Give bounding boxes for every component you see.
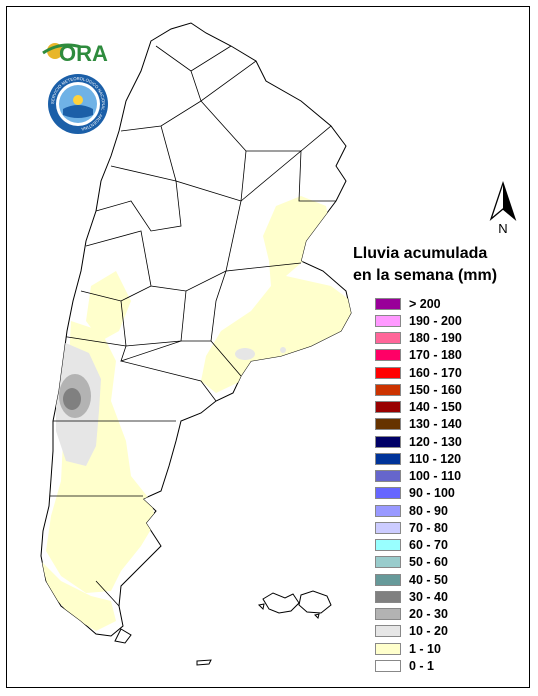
legend-swatch bbox=[375, 642, 401, 655]
legend-label: 100 - 110 bbox=[409, 469, 462, 484]
legend-item: 1 - 10 bbox=[375, 640, 462, 657]
legend-swatch bbox=[375, 435, 401, 448]
legend-swatch bbox=[375, 573, 401, 586]
legend-title-line2: en la semana (mm) bbox=[353, 267, 498, 284]
legend-label: > 200 bbox=[409, 296, 441, 311]
legend-item: 180 - 190 bbox=[375, 330, 462, 347]
legend-swatch bbox=[375, 314, 401, 327]
legend-swatch bbox=[375, 418, 401, 431]
legend-swatch bbox=[375, 366, 401, 379]
north-arrow-shade bbox=[503, 183, 515, 219]
legend-item: 160 - 170 bbox=[375, 364, 462, 381]
legend-label: 0 - 1 bbox=[409, 658, 435, 673]
legend-swatch bbox=[375, 383, 401, 396]
legend-item: 120 - 130 bbox=[375, 433, 462, 450]
rain-zone-1-10-center-north bbox=[86, 271, 131, 341]
legend-item: 130 - 140 bbox=[375, 416, 462, 433]
legend-label: 50 - 60 bbox=[409, 555, 448, 570]
rain-zone-10-20-small-spot bbox=[280, 347, 286, 353]
rain-zone-30-40-andes bbox=[63, 388, 81, 410]
legend-swatch bbox=[375, 659, 401, 672]
legend-item: 50 - 60 bbox=[375, 554, 462, 571]
legend-swatch bbox=[375, 470, 401, 483]
legend-swatch bbox=[375, 504, 401, 517]
legend-swatch bbox=[375, 608, 401, 621]
legend-item: 30 - 40 bbox=[375, 588, 462, 605]
legend-item: > 200 bbox=[375, 295, 462, 312]
legend-label: 120 - 130 bbox=[409, 434, 462, 449]
legend-label: 150 - 160 bbox=[409, 382, 462, 397]
legend-label: 80 - 90 bbox=[409, 503, 448, 518]
legend-label: 1 - 10 bbox=[409, 641, 441, 656]
north-arrow: N bbox=[485, 179, 521, 236]
legend-title-line1: Lluvia acumulada bbox=[353, 245, 488, 262]
legend-item: 40 - 50 bbox=[375, 571, 462, 588]
legend-label: 180 - 190 bbox=[409, 331, 462, 346]
legend-item: 70 - 80 bbox=[375, 519, 462, 536]
legend-item: 110 - 120 bbox=[375, 450, 462, 467]
legend: > 200 190 - 200 180 - 190 170 - 180 160 - 17… bbox=[375, 295, 462, 675]
legend-item: 60 - 70 bbox=[375, 537, 462, 554]
legend-label: 10 - 20 bbox=[409, 624, 448, 639]
legend-title: Lluvia acumulada en la semana (mm) bbox=[353, 243, 497, 287]
legend-item: 10 - 20 bbox=[375, 623, 462, 640]
legend-label: 170 - 180 bbox=[409, 348, 462, 363]
rainfall-map bbox=[40, 22, 352, 666]
legend-item: 90 - 100 bbox=[375, 485, 462, 502]
tierra-del-fuego bbox=[114, 628, 132, 644]
legend-label: 40 - 50 bbox=[409, 572, 448, 587]
legend-swatch bbox=[375, 349, 401, 362]
north-arrow-label: N bbox=[498, 221, 507, 235]
legend-label: 140 - 150 bbox=[409, 400, 462, 415]
legend-item: 190 - 200 bbox=[375, 312, 462, 329]
legend-label: 20 - 30 bbox=[409, 607, 448, 622]
province-borders bbox=[49, 45, 336, 607]
smn-seal-graphic: SERVICIO METEOROLOGICO NACIONAL · ARGENT… bbox=[48, 74, 108, 134]
map-frame: ORA SERVICIO METEOROLOGICO NACIONAL · AR… bbox=[6, 6, 530, 688]
legend-label: 110 - 120 bbox=[409, 451, 462, 466]
legend-label: 130 - 140 bbox=[409, 417, 462, 432]
legend-label: 70 - 80 bbox=[409, 520, 448, 535]
legend-item: 80 - 90 bbox=[375, 502, 462, 519]
malvinas-islands bbox=[257, 590, 332, 619]
legend-swatch bbox=[375, 556, 401, 569]
legend-swatch bbox=[375, 521, 401, 534]
ora-logo-text: ORA bbox=[59, 41, 108, 65]
legend-item: 100 - 110 bbox=[375, 468, 462, 485]
legend-item: 20 - 30 bbox=[375, 606, 462, 623]
legend-swatch bbox=[375, 297, 401, 310]
legend-item: 140 - 150 bbox=[375, 399, 462, 416]
legend-label: 60 - 70 bbox=[409, 538, 448, 553]
legend-label: 90 - 100 bbox=[409, 486, 455, 501]
legend-item: 0 - 1 bbox=[375, 657, 462, 674]
legend-swatch bbox=[375, 452, 401, 465]
rain-zone-10-20-east-spot bbox=[235, 348, 255, 360]
ora-logo: ORA bbox=[41, 37, 111, 66]
legend-item: 170 - 180 bbox=[375, 347, 462, 364]
smn-seal: SERVICIO METEOROLOGICO NACIONAL · ARGENT… bbox=[47, 73, 109, 135]
legend-item: 150 - 160 bbox=[375, 381, 462, 398]
legend-swatch bbox=[375, 487, 401, 500]
sun-arc-logo: ORA bbox=[42, 41, 108, 66]
legend-swatch bbox=[375, 590, 401, 603]
legend-swatch bbox=[375, 332, 401, 345]
rain-zone-1-10-south bbox=[41, 561, 116, 631]
legend-swatch bbox=[375, 625, 401, 638]
isla-de-los-estados bbox=[196, 659, 212, 666]
legend-label: 190 - 200 bbox=[409, 313, 462, 328]
legend-label: 160 - 170 bbox=[409, 365, 462, 380]
legend-label: 30 - 40 bbox=[409, 589, 448, 604]
legend-swatch bbox=[375, 401, 401, 414]
legend-swatch bbox=[375, 539, 401, 552]
